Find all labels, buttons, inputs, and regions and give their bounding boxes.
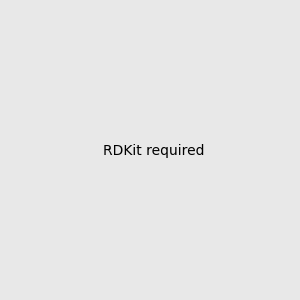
Text: RDKit required: RDKit required [103, 145, 205, 158]
